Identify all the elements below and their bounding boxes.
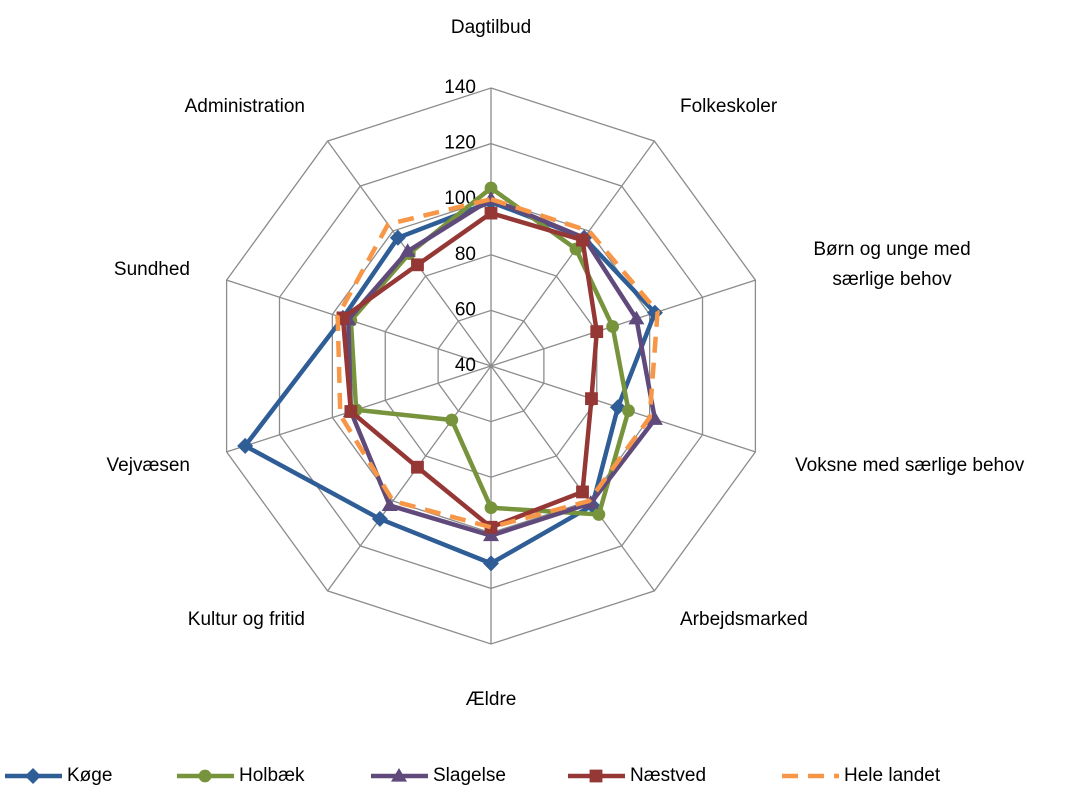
marker [445, 413, 459, 427]
legend-label: Køge [67, 765, 112, 786]
legend-label: Holbæk [239, 765, 305, 786]
marker [622, 404, 635, 418]
category-label: Dagtilbud [450, 17, 532, 38]
legend-label: Slagelse [433, 765, 506, 786]
category-label: Børn og unge med særlige behov [813, 239, 971, 290]
marker [381, 497, 398, 512]
marker [606, 320, 620, 333]
legend-marker [589, 769, 603, 783]
category-label: Vejvæsen [106, 455, 190, 476]
axis-spoke [490, 279, 756, 367]
category-label: Folkeskoler [680, 96, 778, 117]
marker [590, 325, 604, 339]
marker [628, 310, 645, 325]
marker [237, 437, 254, 454]
category-label: Voksne med særlige behov [795, 455, 1025, 476]
category-label: Sundhed [113, 259, 190, 280]
marker [484, 181, 498, 195]
marker [592, 508, 606, 521]
marker [399, 243, 416, 257]
legend-marker [198, 769, 212, 783]
r-tick-label: 80 [455, 244, 476, 265]
legend-label: Hele landet [844, 765, 941, 786]
axis-spoke [226, 279, 492, 367]
marker [344, 405, 358, 418]
category-label: Ældre [465, 689, 517, 710]
marker [371, 510, 388, 527]
marker [411, 460, 424, 474]
legend-marker [25, 768, 41, 784]
legend-marker [391, 768, 407, 782]
axis-spoke [327, 365, 492, 592]
legend-label: Næstved [630, 765, 706, 786]
marker [576, 485, 589, 499]
marker [483, 527, 499, 542]
marker [484, 520, 498, 534]
marker [484, 501, 498, 515]
r-tick-label: 120 [444, 133, 476, 154]
marker [646, 411, 663, 425]
marker [585, 392, 598, 406]
marker [411, 258, 424, 272]
r-tick-label: 60 [455, 299, 476, 320]
marker [484, 206, 498, 220]
r-tick-label: 140 [444, 77, 476, 98]
category-label: Arbejdsmarked [680, 609, 808, 630]
marker [389, 229, 406, 246]
category-label: Kultur og fritid [187, 609, 305, 630]
marker [576, 233, 589, 247]
category-label: Administration [184, 96, 305, 117]
marker [483, 555, 499, 572]
r-tick-label: 40 [455, 355, 476, 376]
marker [609, 399, 626, 416]
axis-spoke [490, 365, 655, 592]
